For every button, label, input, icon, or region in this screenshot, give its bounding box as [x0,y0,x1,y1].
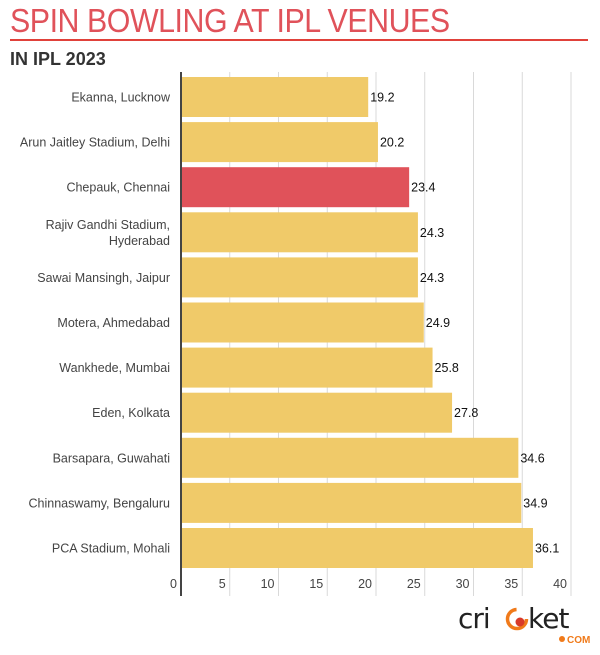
value-label: 24.9 [426,316,450,330]
category-label: Barsapara, Guwahati [53,451,170,465]
chart-title: SPIN BOWLING AT IPL VENUES [10,2,450,39]
bar [181,528,533,568]
x-tick-label: 0 [170,577,177,591]
category-label: PCA Stadium, Mohali [52,542,170,556]
x-tick-label: 40 [553,577,567,591]
bar-chart: Ekanna, Lucknow Arun Jaitley Stadium, Del… [20,72,572,596]
logo-com: COM [567,635,590,646]
x-axis-ticks: 0 5 10 15 20 25 30 35 40 [170,577,567,591]
category-label: Arun Jaitley Stadium, Delhi [20,136,170,150]
value-label: 34.9 [523,496,547,510]
category-label: Sawai Mansingh, Jaipur [37,271,170,285]
category-label-line: Hyderabad [109,234,170,248]
bar [181,302,424,343]
category-labels: Ekanna, Lucknow Arun Jaitley Stadium, Del… [20,91,171,556]
value-label: 24.3 [420,271,444,285]
value-label: 34.6 [520,451,544,465]
bar [181,122,378,163]
bar [181,392,453,433]
value-label: 19.2 [370,91,394,105]
category-label-line: Chinnaswamy, Bengaluru [28,496,170,510]
category-label-line: Barsapara, Guwahati [53,451,170,465]
value-label: 27.8 [454,406,478,420]
title-underline [10,39,588,41]
category-label-line: Sawai Mansingh, Jaipur [37,271,170,285]
category-label: Chinnaswamy, Bengaluru [28,496,170,510]
bar-highlight [181,167,410,208]
bar [181,77,369,117]
value-label: 20.2 [380,136,404,150]
x-tick-label: 5 [219,577,226,591]
logo-ball-icon [505,607,529,631]
category-label-line: Ekanna, Lucknow [71,91,171,105]
x-tick-label: 25 [407,577,421,591]
bars [181,77,533,568]
category-label-line: Eden, Kolkata [92,406,170,420]
logo-wordmark: cri [458,602,490,635]
category-label-line: Arun Jaitley Stadium, Delhi [20,136,170,150]
category-label: Eden, Kolkata [92,406,170,420]
category-label-line: Rajiv Gandhi Stadium, [46,218,170,232]
x-tick-label: 30 [456,577,470,591]
category-label-line: PCA Stadium, Mohali [52,542,170,556]
value-label: 24.3 [420,226,444,240]
x-tick-label: 20 [358,577,372,591]
category-label: Chepauk, Chennai [66,181,170,195]
category-label: Motera, Ahmedabad [57,316,170,330]
bar [181,482,522,523]
x-tick-label: 10 [261,577,275,591]
chart-subtitle: IN IPL 2023 [10,49,106,69]
logo-wordmark-end: ket [528,602,569,635]
bar [181,347,433,388]
cricket-com-logo: cri ket COM [458,602,590,646]
logo-dot [559,636,565,642]
bar [181,257,418,298]
category-label-line: Motera, Ahmedabad [57,316,170,330]
category-label-line: Wankhede, Mumbai [59,361,170,375]
category-label: Wankhede, Mumbai [59,361,170,375]
bar [181,212,418,253]
x-tick-label: 15 [309,577,323,591]
value-label: 36.1 [535,542,559,556]
category-label: Ekanna, Lucknow [71,91,171,105]
category-label: Rajiv Gandhi Stadium, Hyderabad [46,218,170,248]
value-label: 25.8 [435,361,459,375]
value-labels: 19.2 20.2 23.4 24.3 24.3 24.9 25.8 27.8 34.6 34.9… [370,91,559,556]
x-tick-label: 35 [504,577,518,591]
bar [181,437,519,478]
category-label-line: Chepauk, Chennai [66,181,170,195]
value-label: 23.4 [411,181,435,195]
